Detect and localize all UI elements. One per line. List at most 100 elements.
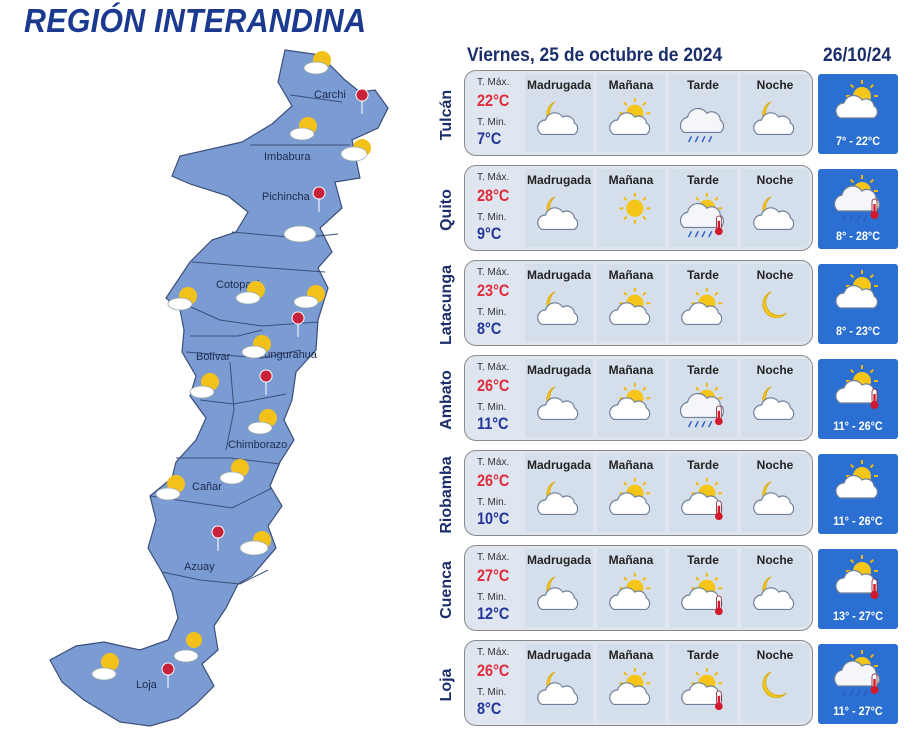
today-card: T. Máx. 26°C T. Min. 10°C Madrugada Mañana Tar… (464, 450, 813, 536)
period-cell: Noche (741, 549, 809, 627)
sun-cloud-icon (835, 80, 878, 119)
tomorrow-range: 8° - 23°C (835, 324, 881, 338)
moon-icon (762, 671, 787, 699)
period-cell: Tarde (669, 644, 737, 722)
sun-cloud-icon (609, 667, 651, 705)
tmax-value: 23°C (477, 281, 510, 300)
period-cell: Madrugada (525, 454, 593, 532)
tmin-value: 9°C (477, 224, 502, 243)
temperature-block: T. Máx. 22°C T. Min. 7°C (465, 71, 521, 155)
period-cell: Noche (741, 264, 809, 342)
moon-cloud-icon (537, 576, 579, 610)
period-label: Noche (756, 553, 794, 567)
tmax-label: T. Máx. (477, 267, 510, 278)
tomorrow-range: 11° - 26°C (833, 419, 883, 433)
rain-cloud-icon (679, 107, 724, 143)
city-name-cell: Cuenca (432, 545, 462, 635)
tmax-label: T. Máx. (477, 362, 510, 373)
tmin-label: T. Min. (477, 117, 507, 128)
city-name: Quito (438, 189, 455, 231)
period-cell: Madrugada (525, 74, 593, 152)
city-name: Latacunga (438, 264, 455, 346)
temperature-block: T. Máx. 28°C T. Min. 9°C (465, 166, 521, 250)
moon-cloud-icon (753, 196, 795, 230)
period-label: Tarde (687, 553, 719, 567)
tmin-value: 8°C (477, 699, 502, 718)
tomorrow-card: 8° - 28°C (818, 169, 898, 249)
map-label-pichincha: Pichincha (262, 191, 311, 203)
today-card: T. Máx. 26°C T. Min. 8°C Madrugada Mañana Tard… (464, 640, 813, 726)
city-forecast-row: Latacunga T. Máx. 23°C T. Min. 8°C Madrugada M… (432, 260, 918, 350)
today-card: T. Máx. 22°C T. Min. 7°C Madrugada Mañana Tard… (464, 70, 813, 156)
moon-cloud-icon (537, 671, 579, 705)
moon-cloud-icon (537, 386, 579, 420)
period-label: Tarde (687, 78, 719, 92)
temperature-block: T. Máx. 27°C T. Min. 12°C (465, 546, 521, 630)
period-cell: Noche (741, 359, 809, 437)
map-location-pins (161, 88, 369, 689)
today-card: T. Máx. 26°C T. Min. 11°C Madrugada Mañana Tar… (464, 355, 813, 441)
tmin-value: 12°C (477, 604, 510, 623)
period-label: Mañana (608, 78, 654, 92)
tomorrow-range: 7° - 22°C (835, 134, 881, 148)
city-name: Loja (438, 668, 455, 702)
period-label: Madrugada (526, 363, 591, 377)
period-cell: Tarde (669, 454, 737, 532)
period-label: Mañana (608, 268, 654, 282)
today-card: T. Máx. 28°C T. Min. 9°C Madrugada Mañana Tard… (464, 165, 813, 251)
temperature-block: T. Máx. 23°C T. Min. 8°C (465, 261, 521, 345)
tmax-label: T. Máx. (477, 457, 510, 468)
moon-cloud-icon (537, 196, 579, 230)
period-label: Noche (756, 648, 794, 662)
sun-cloud-icon (609, 97, 651, 135)
page-title: REGIÓN INTERANDINA (24, 2, 367, 39)
tmin-label: T. Min. (477, 497, 507, 508)
city-name: Tulcán (438, 89, 455, 141)
tmax-value: 26°C (477, 471, 510, 490)
tmin-label: T. Min. (477, 592, 507, 603)
period-cell: Tarde (669, 359, 737, 437)
moon-cloud-icon (537, 481, 579, 515)
map-region-shape (49, 49, 389, 727)
period-label: Tarde (687, 648, 719, 662)
period-cell: Mañana (597, 264, 665, 342)
sun-cloud-thermometer-icon (835, 365, 879, 409)
period-cell: Madrugada (525, 169, 593, 247)
map-label-azuay: Azuay (184, 561, 215, 573)
forecast-date: Viernes, 25 de octubre de 2024 (467, 45, 723, 66)
moon-cloud-icon (753, 481, 795, 515)
sun-rain-thermometer-icon (833, 650, 880, 697)
temperature-block: T. Máx. 26°C T. Min. 11°C (465, 356, 521, 440)
sun-cloud-icon (835, 460, 878, 499)
tomorrow-card: 11° - 26°C (818, 359, 898, 439)
city-name-cell: Ambato (432, 355, 462, 445)
today-card: T. Máx. 23°C T. Min. 8°C Madrugada Mañana Tard… (464, 260, 813, 346)
map-label-canar: Cañar (192, 481, 222, 493)
period-cell: Mañana (597, 549, 665, 627)
city-name: Cuenca (438, 561, 455, 619)
period-label: Madrugada (526, 553, 591, 567)
tmax-value: 26°C (477, 376, 510, 395)
tmin-label: T. Min. (477, 307, 507, 318)
tomorrow-card: 11° - 26°C (818, 454, 898, 534)
sun-cloud-icon (609, 287, 651, 325)
city-name: Ambato (438, 370, 455, 430)
period-label: Mañana (608, 173, 654, 187)
sun-cloud-icon (609, 477, 651, 515)
tomorrow-card: 7° - 22°C (818, 74, 898, 154)
map-weather-icons (91, 51, 371, 681)
sun-cloud-thermometer-icon (681, 667, 723, 711)
period-label: Noche (756, 363, 794, 377)
map-label-bolivar: Bolívar (196, 351, 231, 363)
region-map: Carchi Imbabura Pichincha Cotopaxi Tungu… (49, 49, 389, 727)
tomorrow-date: 26/10/24 (823, 45, 892, 66)
sun-cloud-thermometer-icon (835, 555, 879, 599)
sun-cloud-icon (835, 270, 878, 309)
city-forecast-row: Riobamba T. Máx. 26°C T. Min. 10°C Madrugada M… (432, 450, 918, 540)
tomorrow-card: 11° - 27°C (818, 644, 898, 724)
moon-cloud-icon (753, 386, 795, 420)
period-cell: Tarde (669, 549, 737, 627)
period-label: Mañana (608, 648, 654, 662)
period-label: Madrugada (526, 268, 591, 282)
today-card: T. Máx. 27°C T. Min. 12°C Madrugada Mañana Tar… (464, 545, 813, 631)
